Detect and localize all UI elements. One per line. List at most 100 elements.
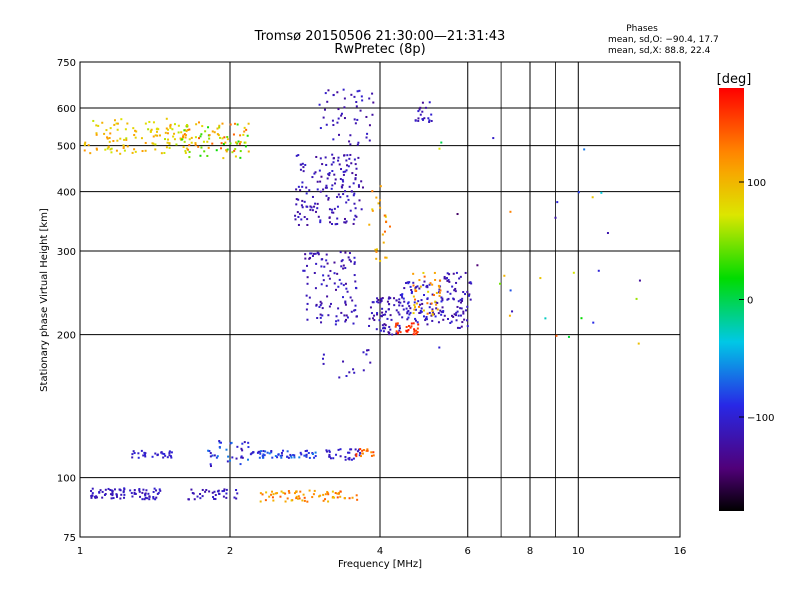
data-point [313, 205, 316, 208]
data-point [461, 321, 464, 324]
data-point [270, 450, 273, 453]
data-point [284, 492, 287, 495]
data-point [109, 488, 112, 491]
data-point [431, 310, 434, 313]
data-point [139, 495, 142, 498]
data-point [183, 140, 186, 143]
data-point [308, 189, 311, 192]
data-point [184, 151, 187, 154]
data-point [466, 305, 469, 308]
data-point [355, 167, 358, 170]
data-point [246, 134, 249, 137]
data-point [144, 149, 147, 152]
data-point [511, 310, 514, 313]
data-point [371, 113, 374, 116]
data-point [318, 495, 321, 498]
data-point [110, 147, 113, 150]
data-point [295, 203, 298, 206]
data-point [282, 491, 285, 494]
data-point [369, 361, 372, 364]
data-point [384, 310, 387, 313]
data-point [461, 297, 464, 300]
data-point [259, 500, 262, 503]
data-point [202, 140, 205, 143]
data-point [247, 122, 250, 125]
data-point [381, 311, 384, 314]
data-point [169, 124, 172, 127]
data-point [118, 488, 121, 491]
y-tick-label: 750 [57, 58, 76, 69]
data-point [332, 457, 335, 460]
data-point [333, 282, 336, 285]
data-point [268, 452, 271, 455]
data-point [206, 154, 209, 157]
data-point [172, 135, 175, 138]
data-point [467, 294, 470, 297]
data-point [286, 497, 289, 500]
data-point [427, 117, 430, 120]
data-point [205, 488, 208, 491]
data-point [305, 453, 308, 456]
data-point [146, 497, 149, 500]
data-point [368, 223, 371, 226]
data-point [398, 324, 401, 327]
data-point [422, 315, 425, 318]
data-point [148, 498, 151, 501]
data-point [302, 170, 305, 173]
data-point [414, 287, 417, 290]
data-point [152, 497, 155, 500]
data-point [314, 252, 317, 255]
data-point [453, 289, 456, 292]
data-point [347, 256, 350, 259]
data-point [434, 315, 437, 318]
data-point [407, 328, 410, 331]
data-point [455, 311, 458, 314]
data-point [107, 487, 110, 490]
data-point [126, 145, 129, 148]
data-point [372, 454, 375, 457]
data-point [349, 143, 352, 146]
data-point [357, 156, 360, 159]
data-point [398, 327, 401, 330]
data-point [299, 189, 302, 192]
data-point [106, 136, 109, 139]
data-point [341, 178, 344, 181]
data-point [389, 328, 392, 331]
data-point [119, 152, 122, 155]
data-point [406, 318, 409, 321]
data-point [417, 119, 420, 122]
data-point [369, 306, 372, 309]
data-point [150, 128, 153, 131]
data-point [327, 198, 330, 201]
data-point [342, 267, 345, 270]
data-point [83, 142, 86, 145]
data-point [116, 495, 119, 498]
stats-x-line: mean, sd,X: 88.8, 22.4 [608, 46, 711, 56]
data-point [173, 132, 176, 135]
data-point [469, 298, 472, 301]
data-point [354, 122, 357, 125]
data-point [311, 452, 314, 455]
data-point [158, 488, 161, 491]
data-point [304, 257, 307, 260]
data-point [309, 256, 312, 259]
data-point [175, 143, 178, 146]
data-point [383, 230, 386, 233]
data-point [179, 137, 182, 140]
data-point [109, 148, 112, 151]
data-point [348, 185, 351, 188]
data-point [216, 455, 219, 458]
data-point [301, 499, 304, 502]
data-point [319, 304, 322, 307]
data-point [313, 456, 316, 459]
colorbar-tick-label: 0 [747, 296, 753, 307]
data-point [133, 148, 136, 151]
data-point [397, 301, 400, 304]
data-point [325, 259, 328, 262]
data-point [315, 303, 318, 306]
data-point [91, 492, 94, 495]
data-point [319, 300, 322, 303]
data-point [311, 195, 314, 198]
data-point [324, 493, 327, 496]
data-point [219, 136, 222, 139]
